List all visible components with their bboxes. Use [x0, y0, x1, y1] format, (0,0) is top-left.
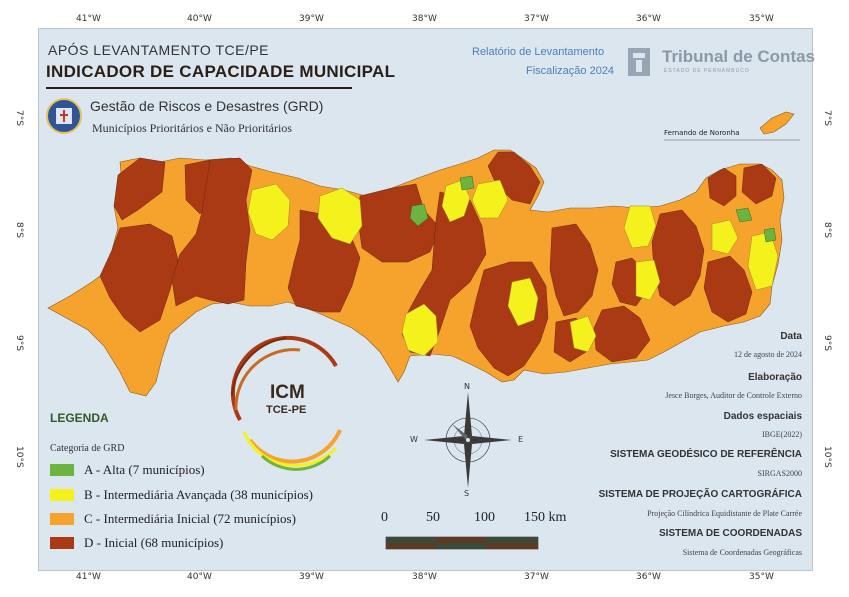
region-category-d	[487, 151, 541, 205]
info-data-label: Data	[780, 331, 802, 342]
info-data-value: 12 de agosto de 2024	[734, 350, 802, 359]
latitude-tick: 7°S	[14, 110, 24, 126]
scale-label: 100	[474, 510, 495, 525]
info-projecao-value: Projeção Cilíndrica Equidistante de Plat…	[647, 509, 802, 518]
info-dados-label: Dados espaciais	[723, 411, 802, 422]
region-category-b	[401, 303, 439, 357]
scale-label: 50	[426, 510, 440, 525]
map-theme-subtitle: Municípios Prioritários e Não Prioritári…	[92, 121, 292, 135]
compass-w: W	[410, 435, 418, 444]
noronha-island	[759, 111, 795, 135]
noronha-label: Fernando de Noronha	[664, 129, 740, 137]
longitude-tick: 35°W	[749, 572, 774, 582]
info-coordenadas-value: Sistema de Coordenadas Geográficas	[682, 548, 802, 557]
region-category-d	[99, 223, 179, 333]
map-pretitle: APÓS LEVANTAMENTO TCE/PE	[48, 42, 270, 58]
region-category-b	[569, 315, 597, 353]
legend-label: C - Intermediária Inicial (72 municípios…	[84, 511, 296, 526]
organization-name: Tribunal de Contas	[662, 47, 816, 66]
region-category-d	[171, 157, 253, 307]
info-dados-value: IBGE(2022)	[762, 430, 802, 439]
region-category-a	[763, 227, 777, 243]
longitude-tick: 37°W	[524, 572, 549, 582]
scale-label: 150 km	[524, 510, 567, 525]
compass-e: E	[518, 435, 524, 444]
legend-swatch	[50, 513, 74, 525]
region-category-b	[635, 259, 661, 301]
region-category-d	[703, 255, 753, 323]
longitude-tick: 40°W	[187, 572, 212, 582]
icm-logo-text: ICM	[270, 382, 305, 403]
latitude-tick: 10°S	[14, 446, 24, 468]
longitude-tick: 36°W	[636, 572, 661, 582]
latitude-tick: 9°S	[14, 335, 24, 351]
longitude-tick: 41°W	[76, 572, 101, 582]
legend-swatch	[50, 489, 74, 501]
info-projecao-label: SISTEMA DE PROJEÇÃO CARTOGRÁFICA	[598, 489, 802, 500]
legend-title: LEGENDA	[50, 411, 109, 425]
latitude-tick: 8°S	[14, 222, 24, 238]
compass-n: N	[464, 382, 470, 391]
icm-logo-subtext: TCE-PE	[266, 404, 307, 416]
region-category-d	[549, 223, 599, 317]
legend-swatch	[50, 464, 74, 476]
latitude-tick: 7°S	[822, 110, 832, 126]
region-category-b	[247, 183, 291, 241]
scale-label: 0	[381, 510, 388, 525]
region-category-d	[357, 183, 441, 263]
legend-subtitle: Categoria de GRD	[50, 443, 125, 454]
legend-swatch	[50, 537, 74, 549]
longitude-tick: 38°W	[412, 14, 437, 24]
info-coordenadas-label: SISTEMA DE COORDENADAS	[659, 528, 802, 539]
region-category-a	[409, 203, 429, 227]
region-category-b	[471, 179, 509, 219]
region-category-b	[711, 219, 739, 255]
info-elaboracao-value: Jesce Borges, Auditor de Controle Extern…	[665, 391, 802, 400]
latitude-tick: 10°S	[822, 446, 832, 468]
longitude-tick: 36°W	[636, 14, 661, 24]
icm-logo-icon	[230, 335, 342, 471]
compass-s: S	[464, 489, 470, 498]
legend-label: A - Alta (7 municípios)	[84, 462, 205, 477]
longitude-tick: 41°W	[76, 14, 101, 24]
region-category-b	[507, 277, 539, 327]
longitude-tick: 37°W	[524, 14, 549, 24]
map-title: INDICADOR DE CAPACIDADE MUNICIPAL	[46, 62, 396, 81]
report-line-1: Relatório de Levantamento	[472, 46, 605, 58]
longitude-tick: 39°W	[299, 14, 324, 24]
region-category-d	[113, 157, 166, 221]
scale-bar	[385, 536, 539, 550]
info-elaboracao-label: Elaboração	[748, 372, 802, 383]
region-category-d	[707, 167, 737, 207]
info-geodesico-label: SISTEMA GEODÉSICO DE REFERÊNCIA	[610, 449, 802, 460]
region-category-a	[735, 207, 753, 223]
organization-subname: ESTADO DE PERNAMBUCO	[664, 68, 750, 74]
report-line-2: Fiscalização 2024	[526, 65, 615, 77]
longitude-tick: 35°W	[749, 14, 774, 24]
map-theme-title: Gestão de Riscos e Desastres (GRD)	[90, 98, 324, 114]
region-category-d	[741, 163, 777, 205]
latitude-tick: 8°S	[822, 222, 832, 238]
info-geodesico-value: SIRGAS2000	[757, 469, 802, 478]
region-category-b	[623, 205, 657, 249]
compass-rose-icon	[424, 392, 512, 488]
legend-label: D - Inicial (68 municípios)	[84, 535, 224, 550]
longitude-tick: 40°W	[187, 14, 212, 24]
region-category-b	[317, 187, 363, 245]
longitude-tick: 39°W	[299, 572, 324, 582]
longitude-tick: 38°W	[412, 572, 437, 582]
latitude-tick: 9°S	[822, 335, 832, 351]
title-underline	[46, 87, 352, 89]
legend-label: B - Intermediária Avançada (38 município…	[84, 487, 313, 502]
region-category-a	[459, 175, 475, 191]
